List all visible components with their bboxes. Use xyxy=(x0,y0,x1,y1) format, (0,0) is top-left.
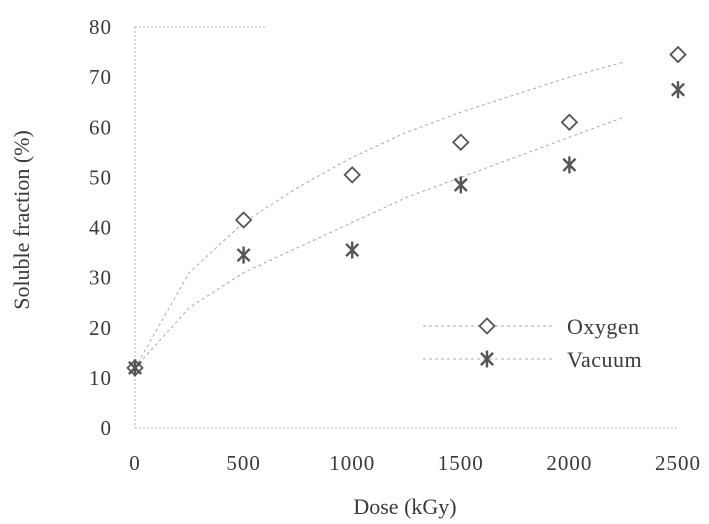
vacuum-legend-label: Vacuum xyxy=(567,347,642,372)
y-tick-label: 80 xyxy=(89,15,112,39)
y-tick-label: 40 xyxy=(89,216,112,240)
vacuum-point xyxy=(128,359,142,377)
oxygen-point xyxy=(234,211,253,229)
y-tick-label: 60 xyxy=(89,115,112,139)
x-tick-label: 2500 xyxy=(655,451,701,475)
vacuum-point xyxy=(453,176,468,194)
oxygen-point xyxy=(669,45,687,64)
vacuum-legend-marker xyxy=(480,350,494,368)
y-tick-label: 10 xyxy=(89,366,112,390)
y-tick-label: 20 xyxy=(89,316,112,340)
oxygen-trend-line xyxy=(134,61,624,369)
x-tick-label: 0 xyxy=(129,451,141,475)
vacuum-point xyxy=(345,241,360,259)
vacuum-point xyxy=(562,156,577,174)
x-tick-label: 1000 xyxy=(329,451,375,475)
oxygen-point xyxy=(452,133,470,152)
vacuum-trend-line xyxy=(134,116,624,369)
oxygen-point xyxy=(560,113,579,132)
vacuum-point xyxy=(236,246,251,264)
vacuum-point xyxy=(671,81,685,99)
y-tick-labels: 0 10 20 30 40 50 60 70 80 xyxy=(89,15,113,440)
y-tick-label: 0 xyxy=(101,416,113,440)
trend-lines xyxy=(134,61,624,369)
x-tick-label: 2000 xyxy=(546,451,592,475)
legend: Oxygen Vacuum xyxy=(423,314,642,372)
x-tick-labels: 0 500 1000 1500 2000 2500 xyxy=(129,451,701,475)
x-axis-label: Dose (kGy) xyxy=(353,494,456,519)
oxygen-point xyxy=(343,166,361,184)
y-tick-label: 30 xyxy=(89,266,112,290)
oxygen-legend-label: Oxygen xyxy=(567,314,640,339)
axes xyxy=(134,26,678,429)
y-tick-label: 50 xyxy=(89,165,112,189)
x-tick-label: 500 xyxy=(226,451,261,475)
y-tick-label: 70 xyxy=(89,65,112,89)
data-points xyxy=(126,45,687,377)
x-tick-label: 1500 xyxy=(438,451,484,475)
y-axis-label: Soluble fraction (%) xyxy=(9,130,34,310)
oxygen-legend-marker xyxy=(478,317,496,335)
